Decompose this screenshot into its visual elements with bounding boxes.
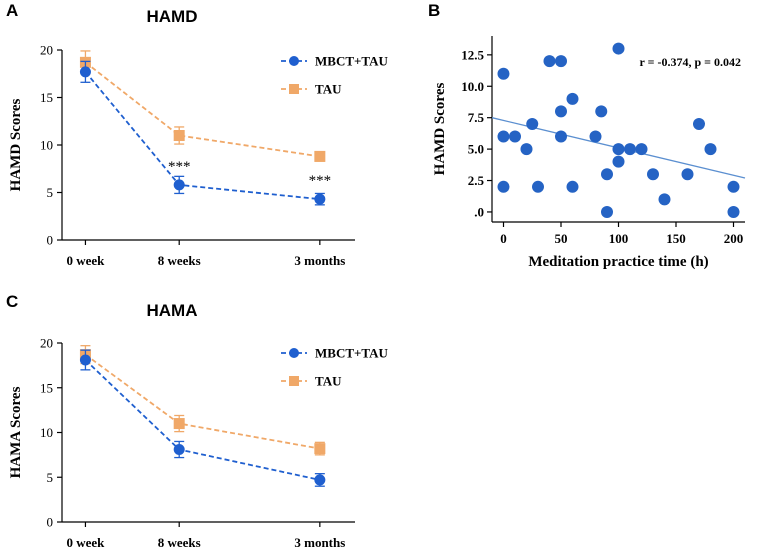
scatter-point	[566, 92, 579, 105]
scatter-point	[624, 143, 636, 156]
scatter-point	[647, 168, 659, 181]
hama-series-line-mbct	[84, 359, 321, 481]
scatter-point	[727, 205, 740, 218]
scatter-point	[532, 180, 544, 193]
scatter-x-tick-label: 150	[666, 231, 686, 246]
scatter-point	[589, 130, 602, 143]
scatter-x-tick-label: 200	[724, 231, 744, 246]
scatter-point	[612, 143, 625, 156]
hama-y-tick-label: 15	[40, 380, 53, 395]
scatter-point	[612, 155, 625, 168]
scatter-point	[509, 130, 521, 143]
hama-y-axis-title: HAMA Scores	[8, 386, 24, 478]
hamd-y-tick-label: 10	[40, 138, 53, 153]
scatter-point	[727, 180, 740, 193]
hamd-y-tick-label: 5	[47, 185, 54, 200]
hamd-y-tick-label: 20	[40, 43, 53, 58]
hamd-legend-marker-mbct	[289, 56, 299, 66]
scatter-x-tick-label: 100	[609, 231, 629, 246]
scatter-x-tick-label: 50	[555, 231, 568, 246]
hama-legend-marker-mbct	[289, 348, 299, 358]
scatter-point	[520, 143, 533, 156]
hama-y-tick-label: 5	[47, 470, 54, 485]
panel-letter-a: A	[6, 1, 18, 20]
hama-legend-marker-tau	[289, 376, 299, 386]
hamd-series-line-mbct	[84, 71, 320, 201]
scatter-point	[526, 117, 539, 130]
hama-legend-label: MBCT+TAU	[315, 346, 389, 361]
scatter-y-tick-label: 7.5	[468, 110, 485, 125]
hamd-point-mbct	[173, 179, 185, 191]
scatter-point	[601, 205, 613, 218]
scatter-point	[555, 105, 567, 118]
hamd-chart-title: HAMD	[147, 7, 198, 26]
scatter-point	[555, 55, 567, 68]
hamd-point-tau	[314, 150, 326, 162]
scatter-point	[635, 143, 648, 156]
scatter-point	[595, 105, 608, 118]
hamd-y-tick-label: 15	[40, 90, 53, 105]
scatter-point	[693, 117, 705, 130]
scatter-point	[497, 130, 510, 143]
panel-b-scatter-chart: B .0 2.5 5.0 7.5 10.0 12.5 0 50 100 150 200 Meditat…	[428, 1, 746, 270]
hama-point-mbct	[314, 474, 326, 486]
scatter-y-tick-label: 5.0	[468, 142, 484, 157]
scatter-point	[601, 168, 613, 181]
hama-point-tau	[314, 443, 326, 455]
scatter-x-tick-label: 0	[500, 231, 507, 246]
hama-point-mbct	[79, 354, 91, 366]
hama-series-line-tau	[84, 353, 320, 450]
hamd-y-axis-title: HAMD Scores	[8, 99, 24, 192]
scatter-point	[566, 180, 579, 193]
hamd-point-mbct	[314, 193, 326, 205]
scatter-y-axis-title: HAMD Scores	[432, 83, 448, 176]
hama-x-tick-label: 3 months	[294, 535, 345, 550]
scatter-y-tick-label: 12.5	[461, 47, 484, 62]
hama-point-tau	[173, 418, 185, 430]
hamd-significance-label: ***	[309, 173, 332, 189]
hamd-x-tick-label: 8 weeks	[158, 253, 201, 268]
panel-a-hamd-line-chart: A HAMD 0 5 10 15 20 0 week 8 weeks 3 months HAMD…	[6, 1, 389, 268]
hamd-legend-marker-tau	[289, 84, 299, 94]
scatter-point	[612, 42, 625, 55]
hama-legend-label: TAU	[315, 374, 342, 389]
scatter-point	[543, 55, 556, 68]
hamd-legend-label: TAU	[315, 82, 342, 97]
hamd-y-tick-label: 0	[47, 233, 54, 248]
panel-letter-c: C	[6, 292, 18, 311]
scatter-point	[658, 193, 671, 206]
hamd-series-line-tau	[84, 61, 320, 158]
scatter-y-tick-label: 10.0	[461, 79, 484, 94]
scatter-point	[681, 168, 694, 181]
hamd-significance-label: ***	[168, 159, 191, 175]
hama-point-mbct	[173, 444, 185, 456]
hamd-x-tick-label: 0 week	[66, 253, 105, 268]
panel-letter-b: B	[428, 1, 440, 20]
scatter-correlation-label: r = -0.374, p = 0.042	[640, 55, 741, 69]
scatter-y-tick-label: .0	[474, 204, 484, 219]
hama-y-tick-label: 20	[40, 336, 53, 351]
scatter-point	[704, 143, 717, 156]
hama-x-tick-label: 8 weeks	[158, 535, 201, 550]
scatter-y-tick-label: 2.5	[468, 173, 485, 188]
panel-c-hama-line-chart: C HAMA 0 5 10 15 20 0 week 8 weeks 3 months HAMA…	[6, 292, 389, 550]
hama-x-tick-label: 0 week	[66, 535, 105, 550]
scatter-x-axis-title: Meditation practice time (h)	[528, 254, 708, 270]
scatter-point	[555, 130, 567, 143]
hama-chart-title: HAMA	[147, 301, 198, 320]
hamd-point-tau	[173, 130, 185, 141]
hamd-legend-label: MBCT+TAU	[315, 54, 389, 69]
scatter-point	[497, 67, 510, 80]
hamd-point-mbct	[79, 66, 91, 78]
hamd-x-tick-label: 3 months	[294, 253, 345, 268]
hama-y-tick-label: 10	[40, 425, 53, 440]
hama-y-tick-label: 0	[47, 515, 54, 530]
scatter-point	[497, 180, 510, 193]
